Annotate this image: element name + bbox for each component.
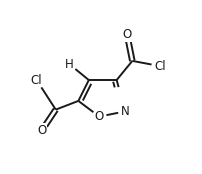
Text: Cl: Cl (31, 74, 42, 86)
Text: O: O (122, 28, 132, 41)
Text: O: O (37, 124, 46, 137)
Text: O: O (95, 110, 104, 123)
Text: Cl: Cl (154, 60, 166, 73)
Text: H: H (65, 58, 74, 71)
Text: N: N (121, 105, 130, 118)
